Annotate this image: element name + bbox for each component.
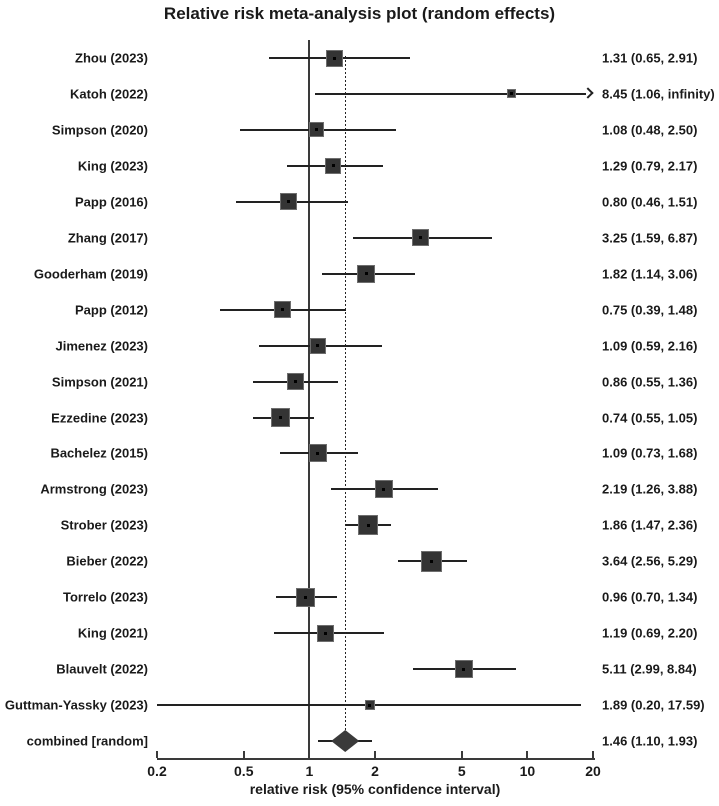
study-value: 1.29 (0.79, 2.17)	[602, 158, 698, 174]
effect-dot	[315, 128, 319, 132]
study-value: 5.11 (2.99, 8.84)	[602, 661, 697, 677]
axis-tick	[242, 751, 245, 758]
study-value: 1.09 (0.59, 2.16)	[602, 338, 698, 354]
study-label: Zhang (2017)	[67, 230, 148, 246]
study-value: 1.09 (0.73, 1.68)	[602, 445, 698, 461]
x-axis-title: relative risk (95% confidence interval)	[249, 781, 501, 797]
pooled-dashed-line	[345, 56, 347, 730]
study-label: Papp (2016)	[75, 194, 148, 210]
axis-tick	[526, 751, 529, 758]
effect-dot	[324, 631, 328, 635]
effect-dot	[293, 380, 297, 384]
axis-tick	[308, 751, 311, 758]
study-label: combined [random]	[26, 733, 148, 749]
effect-dot	[280, 308, 284, 312]
effect-dot	[316, 344, 320, 348]
study-value: 1.89 (0.20, 17.59)	[602, 697, 705, 713]
study-label: Guttman-Yassky (2023)	[4, 697, 148, 713]
study-label: Simpson (2021)	[51, 374, 148, 390]
axis-tick-label: 2	[371, 763, 379, 779]
effect-dot	[331, 164, 335, 168]
study-value: 0.74 (0.55, 1.05)	[602, 410, 698, 425]
study-value: 0.80 (0.46, 1.51)	[602, 194, 698, 210]
axis-tick	[374, 751, 376, 758]
study-label: Torrelo (2023)	[62, 589, 148, 605]
axis-tick-label: 10	[519, 763, 536, 779]
effect-dot	[368, 703, 372, 707]
axis-tick	[460, 751, 463, 758]
effect-dot	[509, 92, 513, 96]
study-value: 1.82 (1.14, 3.06)	[602, 266, 698, 282]
study-label: Blauvelt (2022)	[56, 661, 148, 677]
axis-line	[157, 758, 595, 760]
study-value: 3.25 (1.59, 6.87)	[602, 230, 698, 246]
effect-dot	[279, 416, 283, 419]
reference-line	[308, 40, 311, 760]
study-label: King (2023)	[77, 158, 148, 174]
study-label: Katoh (2022)	[69, 86, 148, 102]
effect-dot	[462, 667, 466, 671]
study-value: 0.75 (0.39, 1.48)	[602, 302, 698, 318]
axis-tick	[592, 751, 594, 758]
study-label: Armstrong (2023)	[40, 481, 148, 497]
effect-dot	[430, 559, 434, 563]
study-value: 3.64 (2.56, 5.29)	[602, 553, 698, 569]
axis-tick-label: 5	[457, 763, 466, 779]
study-value: 1.31 (0.65, 2.91)	[602, 50, 698, 66]
study-label: Gooderham (2019)	[33, 266, 148, 282]
axis-tick-label: 1	[305, 763, 314, 779]
study-label: Zhou (2023)	[75, 50, 148, 66]
study-value: 2.19 (1.26, 3.88)	[602, 481, 698, 497]
study-label: King (2021)	[77, 625, 148, 641]
axis-tick-label: 20	[585, 763, 601, 779]
study-value: 0.86 (0.55, 1.36)	[602, 374, 698, 390]
study-value: 1.86 (1.47, 2.36)	[602, 517, 698, 533]
study-label: Jimenez (2023)	[55, 338, 149, 354]
study-value: 1.08 (0.48, 2.50)	[602, 122, 698, 138]
study-value: 1.46 (1.10, 1.93)	[602, 733, 698, 749]
ci-line	[314, 92, 586, 95]
effect-dot	[304, 595, 307, 599]
study-label: Bieber (2022)	[66, 553, 148, 569]
figure-title: Relative risk meta-analysis plot (random…	[163, 4, 556, 23]
axis-tick-label: 0.5	[234, 763, 254, 779]
study-value: 0.96 (0.70, 1.34)	[602, 589, 698, 605]
effect-dot	[364, 272, 368, 276]
study-label: Bachelez (2015)	[50, 445, 148, 461]
effect-dot	[419, 236, 423, 240]
study-value: 1.19 (0.69, 2.20)	[602, 625, 698, 641]
axis-tick	[156, 751, 158, 758]
effect-dot	[366, 523, 370, 527]
study-label: Papp (2012)	[75, 302, 148, 318]
effect-dot	[333, 56, 337, 60]
arrow-right-icon	[582, 87, 594, 100]
study-label: Ezzedine (2023)	[51, 410, 148, 425]
study-label: Simpson (2020)	[51, 122, 148, 138]
effect-dot	[286, 200, 290, 204]
effect-dot	[382, 487, 386, 491]
study-label: Strober (2023)	[60, 517, 148, 533]
study-value: 8.45 (1.06, infinity)	[602, 86, 715, 102]
pooled-diamond-marker	[331, 730, 360, 753]
axis-tick-label: 0.2	[147, 763, 167, 779]
effect-dot	[316, 451, 320, 455]
